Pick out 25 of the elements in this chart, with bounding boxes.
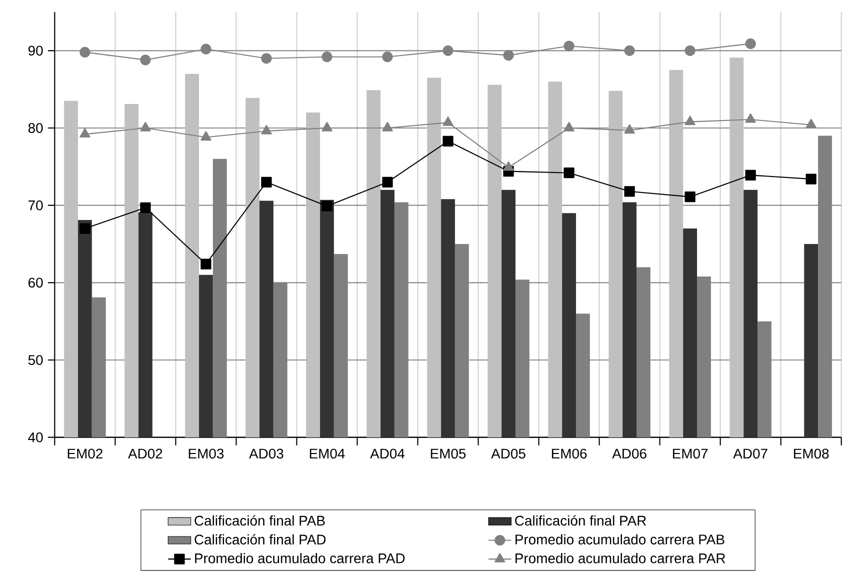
y-tick-label: 40 [28, 432, 43, 442]
legend-label: Calificación final PAD [194, 534, 326, 544]
x-tick-label: EM04 [310, 448, 345, 458]
y-tick-label: 80 [28, 122, 43, 133]
x-tick-label: EM05 [430, 448, 466, 458]
x-tick-label: AD04 [370, 448, 405, 458]
legend-label: Promedio acumulado carrera PAB [516, 534, 724, 544]
legend-label: Calificación final PAR [515, 515, 646, 526]
y-tick-label: 90 [28, 46, 43, 56]
x-tick-label: AD03 [249, 448, 284, 458]
x-tick-label: EM07 [672, 448, 708, 458]
x-tick-label: EM02 [68, 448, 102, 458]
legend-label: Promedio acumulado carrera PAR [516, 552, 726, 564]
x-tick-label: AD06 [612, 448, 646, 458]
y-tick-label: 60 [28, 278, 43, 288]
x-tick-label: EM06 [552, 448, 587, 458]
legend-label: Calificación final PAB [194, 515, 325, 526]
y-tick-label: 50 [28, 354, 43, 365]
y-tick-label: 70 [28, 200, 43, 210]
legend-label: Promedio acumulado carrera PAD [195, 552, 405, 564]
x-tick-label: EM08 [794, 448, 829, 458]
x-tick-label: EM03 [188, 448, 224, 458]
x-tick-label: AD02 [128, 448, 162, 458]
x-tick-label: AD05 [491, 448, 526, 458]
x-tick-label: AD07 [733, 448, 768, 458]
